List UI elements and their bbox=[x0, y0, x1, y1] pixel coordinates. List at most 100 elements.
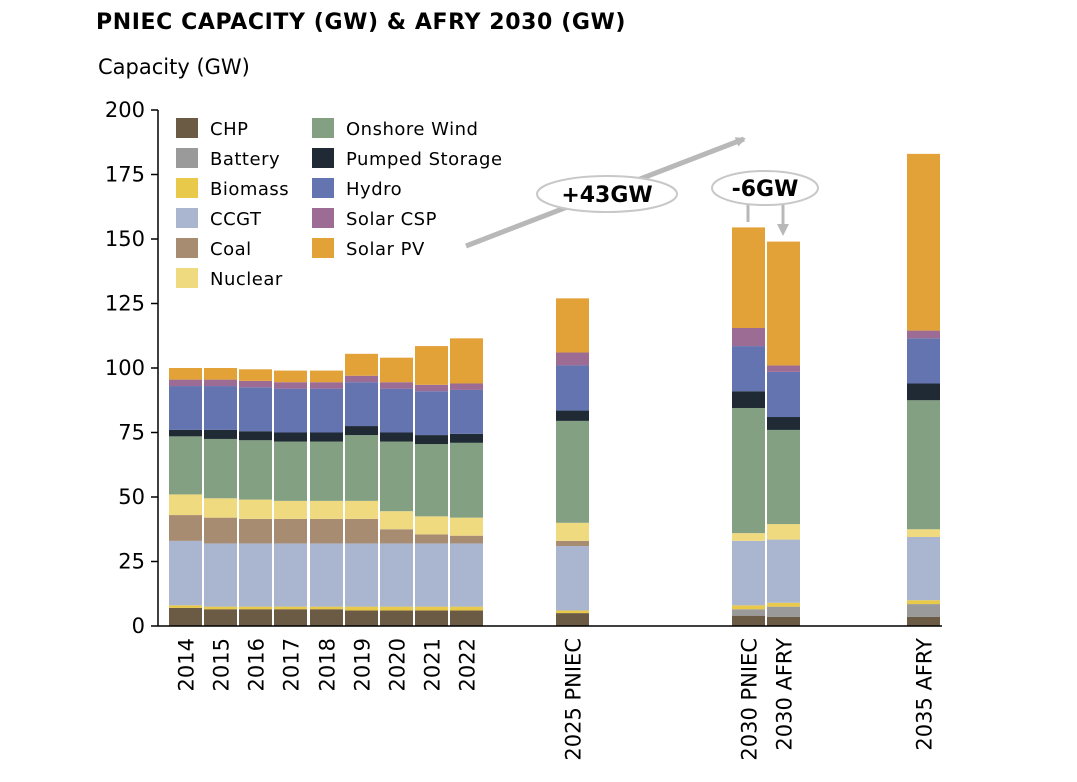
callout-bubble bbox=[711, 170, 819, 206]
bar-segment-hydro bbox=[274, 388, 307, 433]
bar-segment-hydro bbox=[310, 388, 343, 433]
callout-text: -6GW bbox=[732, 177, 799, 202]
bar-segment-nuclear bbox=[310, 500, 343, 519]
bar-segment-chp bbox=[767, 616, 800, 626]
bar-segment-solar-pv bbox=[450, 338, 483, 384]
bar-segment-solar-csp bbox=[345, 375, 378, 383]
bar-segment-onshore-wind bbox=[415, 444, 448, 517]
bar-segment-biomass bbox=[274, 606, 307, 610]
x-tick-label: 2022 bbox=[456, 638, 480, 691]
x-tick-label: 2021 bbox=[421, 638, 445, 691]
bar-segment-solar-csp bbox=[274, 382, 307, 389]
bar-segment-hydro bbox=[907, 338, 940, 384]
bar-segment-onshore-wind bbox=[767, 429, 800, 525]
bar-segment-solar-pv bbox=[345, 353, 378, 376]
legend-label: Nuclear bbox=[210, 269, 283, 290]
bar-segment-solar-csp bbox=[767, 365, 800, 372]
y-tick-label: 125 bbox=[105, 292, 145, 316]
bar-segment-biomass bbox=[169, 605, 202, 608]
legend-swatch bbox=[176, 208, 198, 228]
legend-label: Coal bbox=[210, 239, 252, 260]
bar-segment-chp bbox=[907, 616, 940, 626]
bar-segment-nuclear bbox=[239, 499, 272, 519]
chart-title: PNIEC CAPACITY (GW) & AFRY 2030 (GW) bbox=[96, 10, 627, 35]
bar-segment-solar-pv bbox=[310, 370, 343, 383]
bar-segment-hydro bbox=[732, 346, 765, 392]
legend-swatch bbox=[312, 238, 334, 258]
bar-segment-ccgt bbox=[767, 539, 800, 603]
bar-segment-ccgt bbox=[345, 543, 378, 607]
legend-swatch bbox=[176, 178, 198, 198]
bar-segment-nuclear bbox=[556, 522, 589, 541]
y-tick-label: 50 bbox=[118, 485, 145, 509]
bar-segment-coal bbox=[239, 518, 272, 544]
bar-segment-pumped-storage bbox=[732, 391, 765, 408]
bar-segment-hydro bbox=[239, 387, 272, 432]
legend-label: Battery bbox=[210, 149, 280, 170]
legend-swatch bbox=[176, 118, 198, 138]
x-tick-label: 2030 AFRY bbox=[773, 638, 797, 751]
bar-segment-pumped-storage bbox=[556, 410, 589, 421]
legend-swatch bbox=[312, 208, 334, 228]
bar-segment-ccgt bbox=[907, 536, 940, 601]
bar-segment-nuclear bbox=[204, 498, 237, 518]
bar-segment-ccgt bbox=[310, 543, 343, 607]
bar-segment-solar-pv bbox=[274, 370, 307, 383]
bar-segment-coal bbox=[415, 534, 448, 544]
bar-segment-hydro bbox=[345, 382, 378, 427]
callout-bubble bbox=[536, 175, 678, 213]
bar-segment-chp bbox=[204, 609, 237, 626]
bar-segment-coal bbox=[450, 535, 483, 544]
x-tick-label: 2016 bbox=[245, 638, 269, 691]
bar-segment-solar-pv bbox=[415, 346, 448, 385]
bar-segment-solar-pv bbox=[204, 368, 237, 380]
legend-label: CCGT bbox=[210, 209, 262, 230]
bar-segment-chp bbox=[450, 610, 483, 626]
y-tick-label: 0 bbox=[132, 614, 145, 638]
x-tick-label: 2025 PNIEC bbox=[562, 638, 586, 761]
legend-label: Solar CSP bbox=[346, 209, 437, 230]
bar-segment-pumped-storage bbox=[239, 431, 272, 441]
bar-segment-ccgt bbox=[274, 543, 307, 607]
bar-segment-pumped-storage bbox=[415, 435, 448, 445]
bar-segment-ccgt bbox=[450, 543, 483, 607]
bar-segment-ccgt bbox=[380, 543, 413, 607]
bar-segment-biomass bbox=[556, 610, 589, 614]
bar-segment-solar-pv bbox=[380, 357, 413, 383]
bar-segment-hydro bbox=[415, 391, 448, 436]
bar-segment-chp bbox=[239, 609, 272, 626]
bar-segment-coal bbox=[380, 529, 413, 544]
bar-segment-solar-pv bbox=[907, 153, 940, 331]
bar-segment-onshore-wind bbox=[239, 440, 272, 500]
bar-segment-solar-pv bbox=[732, 227, 765, 329]
bar-segment-solar-csp bbox=[732, 328, 765, 347]
bar-segment-solar-csp bbox=[204, 379, 237, 387]
bar-segment-coal bbox=[345, 518, 378, 544]
bar-segment-solar-csp bbox=[380, 382, 413, 389]
bar-segment-hydro bbox=[450, 389, 483, 434]
legend-swatch bbox=[312, 178, 334, 198]
bar-segment-solar-csp bbox=[239, 380, 272, 388]
bar-segment-ccgt bbox=[415, 543, 448, 607]
bar-segment-solar-pv bbox=[556, 298, 589, 353]
bar-segment-pumped-storage bbox=[169, 429, 202, 437]
bar-segment-solar-csp bbox=[169, 379, 202, 387]
bar-segment-chp bbox=[310, 609, 343, 626]
bar-segment-ccgt bbox=[239, 543, 272, 607]
bar-segment-pumped-storage bbox=[204, 429, 237, 439]
bar-segment-biomass bbox=[767, 602, 800, 607]
bar-segment-biomass bbox=[204, 606, 237, 610]
bar-segment-nuclear bbox=[169, 494, 202, 516]
bar-segment-solar-csp bbox=[450, 383, 483, 390]
bar-segment-ccgt bbox=[204, 543, 237, 607]
annotations: +43GW -6GW bbox=[465, 136, 819, 249]
bar-segment-coal bbox=[204, 517, 237, 544]
x-tick-label: 2030 PNIEC bbox=[738, 638, 762, 761]
bar-segment-onshore-wind bbox=[450, 442, 483, 518]
legend-label: Onshore Wind bbox=[346, 119, 478, 140]
bar-segment-battery bbox=[732, 609, 765, 616]
legend-label: Solar PV bbox=[346, 239, 425, 260]
bar-segment-biomass bbox=[732, 605, 765, 610]
bar-segment-chp bbox=[732, 615, 765, 626]
